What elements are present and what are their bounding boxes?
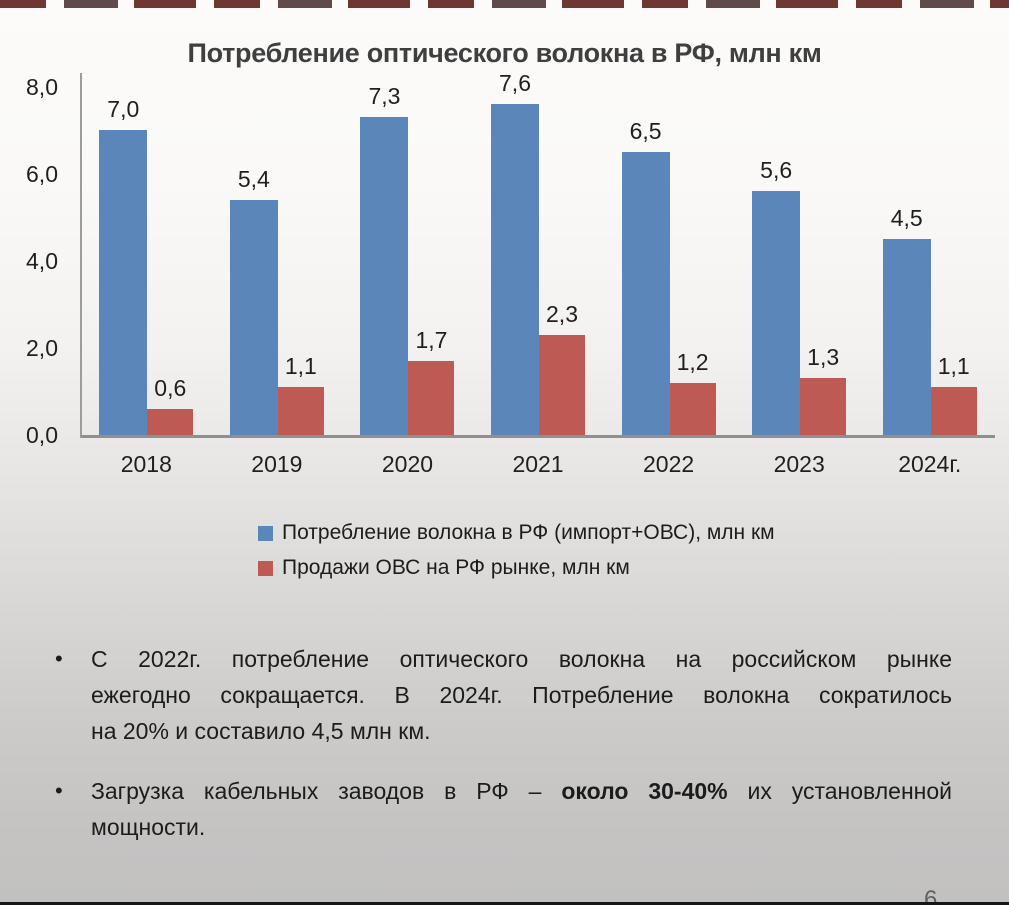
bar-wrap: 1,3	[800, 344, 847, 435]
y-axis-labels: 8,0 6,0 4,0 2,0 0,0	[0, 74, 58, 449]
bar-sales-2019	[277, 387, 324, 435]
bar-value-label: 2,3	[546, 301, 578, 327]
y-tick-label: 4,0	[26, 248, 58, 274]
bar-group-2020: 7,3 1,7	[342, 83, 473, 435]
legend-swatch-icon	[258, 525, 273, 541]
bar-group-2022: 6,5 1,2	[603, 87, 734, 435]
bar-value-label: 5,6	[760, 157, 793, 183]
bar-value-label: 7,0	[107, 96, 140, 122]
bar-value-label: 7,3	[368, 83, 401, 109]
chart-title: Потребление оптического волокна в РФ, мл…	[187, 38, 822, 68]
bar-value-label: 4,5	[890, 205, 923, 231]
bar-value-label: 1,3	[807, 344, 840, 370]
bar-wrap: 1,2	[669, 349, 716, 435]
bar-consumption-2020	[360, 117, 409, 435]
bullet-2-line-2: мощности.	[91, 814, 206, 840]
bullet-2-prefix: Загрузка кабельных заводов в РФ –	[91, 778, 562, 804]
bar-value-label: 0,6	[154, 375, 187, 401]
bullet-marker: •	[55, 778, 63, 803]
bar-group-2021: 7,6 2,3	[473, 70, 604, 435]
bar-wrap: 5,4	[229, 166, 278, 435]
bullet-1-line-1: С 2022г. потребление оптического волокна…	[91, 646, 952, 672]
bar-consumption-2024г.	[882, 239, 931, 435]
x-axis-label-2020: 2020	[381, 451, 434, 477]
bullet-2-bold: около 30-40%	[561, 778, 728, 804]
bar-wrap: 1,1	[277, 353, 324, 435]
legend-item-2: Продажи ОВС на РФ рынке, млн км	[258, 554, 775, 582]
y-tick-label: 8,0	[26, 74, 58, 100]
bar-wrap: 1,7	[408, 327, 455, 435]
bar-group-2024г.: 4,5 1,1	[864, 87, 995, 435]
bar-group-2023: 5,6 1,3	[734, 87, 865, 435]
page-number: 6	[924, 886, 938, 905]
bar-value-label: 1,1	[937, 353, 970, 379]
bar-value-label: 7,6	[499, 70, 531, 96]
bottom-edge-artifact	[0, 902, 1009, 905]
bullet-2-line-1: Загрузка кабельных заводов в РФ – около …	[91, 773, 952, 809]
bar-wrap: 4,5	[882, 205, 931, 435]
bar-value-label: 6,5	[629, 118, 662, 144]
x-axis-label-2023: 2023	[773, 451, 825, 477]
x-axis-label-2019: 2019	[251, 451, 303, 477]
x-axis-label-2022: 2022	[643, 451, 695, 477]
chart-legend: Потребление волокна в РФ (импорт+ОВС), м…	[258, 519, 775, 589]
bar-wrap: 7,3	[360, 83, 409, 435]
x-axis-label-2018: 2018	[120, 451, 172, 477]
y-axis-line	[80, 73, 82, 438]
bar-sales-2021	[539, 335, 586, 435]
bar-sales-2020	[408, 361, 455, 435]
legend-swatch-icon	[258, 560, 273, 576]
bullet-1-line-2: ежегодно сокращается. В 2024г. Потреблен…	[91, 682, 952, 708]
bar-consumption-2018	[99, 130, 148, 435]
x-axis-label-2024г.: 2024г.	[898, 451, 962, 477]
bar-value-label: 5,4	[237, 166, 270, 192]
bullet-1-line-3: на 20% и составило 4,5 млн км.	[91, 718, 431, 744]
top-edge-artifact	[0, 0, 1009, 8]
bar-consumption-2021	[491, 104, 540, 435]
bullet-marker: •	[55, 646, 63, 671]
bullet-2-suffix: их установленной	[727, 778, 953, 804]
bar-group-2018: 7,0 0,6	[81, 87, 212, 435]
bar-wrap: 6,5	[621, 118, 670, 435]
y-tick-label: 2,0	[26, 335, 58, 361]
legend-item-1: Потребление волокна в РФ (импорт+ОВС), м…	[258, 519, 775, 547]
bar-sales-2018	[147, 409, 194, 435]
bullet-text-2: Загрузка кабельных заводов в РФ – около …	[91, 773, 952, 845]
y-tick-label: 0,0	[26, 422, 58, 448]
bar-value-label: 1,2	[676, 349, 709, 375]
legend-label: Продажи ОВС на РФ рынке, млн км	[282, 556, 630, 579]
bar-consumption-2019	[229, 200, 278, 435]
bullet-list: • С 2022г. потребление оптического волок…	[55, 641, 952, 869]
x-axis-label-2021: 2021	[512, 451, 564, 477]
y-tick-label: 6,0	[26, 161, 58, 187]
bar-consumption-2023	[752, 191, 801, 435]
bar-wrap: 7,6	[491, 70, 540, 435]
bar-wrap: 7,0	[99, 96, 148, 435]
bar-group-2019: 5,4 1,1	[212, 87, 343, 435]
bar-sales-2024г.	[930, 387, 977, 435]
bar-sales-2023	[800, 378, 847, 435]
bar-wrap: 5,6	[752, 157, 801, 435]
bar-wrap: 2,3	[539, 301, 586, 435]
legend-label: Потребление волокна в РФ (импорт+ОВС), м…	[282, 521, 775, 544]
bar-consumption-2022	[621, 152, 670, 435]
bullet-item-1: • С 2022г. потребление оптического волок…	[55, 641, 952, 749]
x-axis-labels: 2018 2019 2020 2021 2022 2023 2024г.	[81, 451, 995, 478]
bullet-text-1: С 2022г. потребление оптического волокна…	[91, 641, 952, 749]
bar-wrap: 0,6	[147, 375, 194, 435]
bar-sales-2022	[669, 383, 716, 435]
plot-area: 7,0 0,6 5,4 1,1 7,3 1,7 7,6 2,3 6,5 1,2 5,6 1,3 4,5 1…	[81, 70, 995, 438]
bar-value-label: 1,1	[284, 353, 317, 379]
bar-wrap: 1,1	[930, 353, 977, 435]
bar-value-label: 1,7	[415, 327, 448, 353]
bullet-item-2: • Загрузка кабельных заводов в РФ – окол…	[55, 773, 952, 845]
